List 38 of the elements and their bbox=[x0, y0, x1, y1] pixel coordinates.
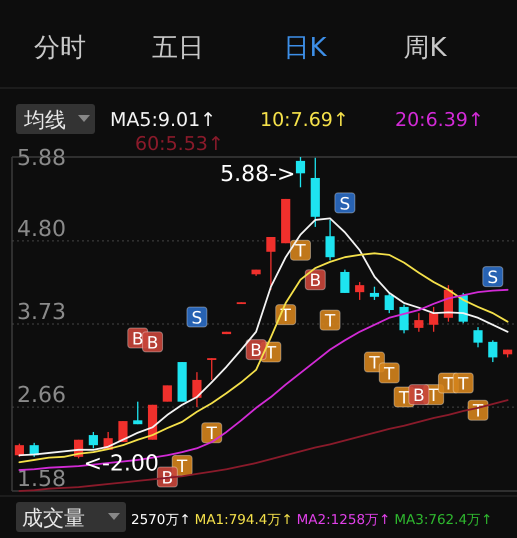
annotation: 5.88-> bbox=[220, 162, 296, 187]
y-tick-label: 3.73 bbox=[17, 300, 66, 325]
text: B bbox=[132, 329, 144, 350]
text: 日K bbox=[283, 33, 328, 63]
text: 成交量 bbox=[22, 506, 85, 530]
text: B bbox=[309, 271, 322, 292]
text: 20:6.39↑ bbox=[395, 109, 484, 131]
text: MA5:9.01↑ bbox=[110, 109, 216, 131]
series-label: S bbox=[192, 308, 202, 329]
text: T bbox=[295, 242, 306, 262]
y-tick-label: 4.80 bbox=[17, 216, 66, 242]
text: 五日 bbox=[152, 33, 204, 63]
text: T bbox=[458, 374, 468, 395]
text: 10:7.69↑ bbox=[260, 109, 349, 131]
text: MA2:1258万↑ bbox=[296, 512, 390, 528]
text: T bbox=[384, 364, 394, 384]
text: T bbox=[369, 354, 380, 374]
series-label: B bbox=[146, 333, 158, 354]
text: S bbox=[339, 194, 350, 214]
text: T bbox=[398, 388, 410, 409]
text: T bbox=[324, 312, 336, 332]
text: MA1:794.4万↑ bbox=[194, 512, 293, 528]
text: MA3:762.4万↑ bbox=[394, 512, 492, 528]
text: 2570万↑ bbox=[131, 512, 191, 528]
text: B bbox=[250, 341, 262, 362]
series-label: T bbox=[442, 374, 454, 395]
text: S bbox=[487, 268, 498, 288]
y-tick-label: 2.66 bbox=[17, 383, 66, 408]
text: 周K bbox=[403, 33, 448, 63]
text: T bbox=[206, 424, 217, 444]
text: T bbox=[176, 456, 188, 477]
y-tick-label: 5.88 bbox=[17, 146, 66, 171]
y-tick-label: 1.58 bbox=[17, 467, 66, 492]
text: T bbox=[428, 386, 439, 406]
text: 分时 bbox=[34, 33, 86, 63]
text: 60:5.53↑ bbox=[135, 133, 224, 155]
text: B bbox=[413, 386, 425, 406]
text: 均线 bbox=[23, 108, 66, 132]
